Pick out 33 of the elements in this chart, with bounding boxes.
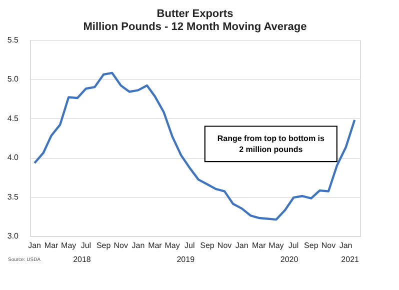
x-tick-label: Mar <box>148 241 162 250</box>
x-tick-label: Mar <box>44 241 59 250</box>
x-tick-label: Mar <box>252 241 266 250</box>
y-tick-label: 4.5 <box>7 114 20 123</box>
x-tick-label: Jul <box>288 241 299 250</box>
text: 2018 <box>73 255 92 264</box>
x-tick-label: May <box>268 241 284 250</box>
y-tick-label: 4.0 <box>7 153 20 162</box>
text: 2021 <box>341 255 360 264</box>
y-tick-label: 5.5 <box>7 36 20 44</box>
x-tick-label: Sep <box>96 241 112 250</box>
x-tick-label: Jul <box>184 241 195 250</box>
x-tick-label: May <box>61 241 76 250</box>
x-tick-label: Jul <box>80 241 92 250</box>
y-tick-label: 3.5 <box>7 192 20 202</box>
line-series <box>33 72 356 221</box>
x-tick-label: Jan <box>339 241 352 250</box>
y-tick-label: 5.0 <box>7 74 20 84</box>
x-tick-label: Jan <box>132 241 145 250</box>
annotation: Range from top to bottom is 2 million pounds <box>217 134 325 154</box>
text: 2020 <box>280 255 299 264</box>
y-tick-label: 3.0 <box>7 232 20 240</box>
x-tick-label: Jan <box>235 241 248 250</box>
text: Million Pounds - 12 Month Moving Average <box>83 21 307 33</box>
x-tick-label: Jan <box>28 241 41 250</box>
x-tick-label: May <box>164 241 180 250</box>
text: Butter Exports <box>156 8 234 20</box>
text: 2019 <box>176 255 196 264</box>
x-tick-label: Nov <box>217 241 232 250</box>
x-tick-label: Sep <box>200 241 215 250</box>
x-tick-label: Nov <box>114 241 128 250</box>
x-tick-label: Sep <box>304 241 319 250</box>
x-tick-label: Nov <box>321 241 336 250</box>
